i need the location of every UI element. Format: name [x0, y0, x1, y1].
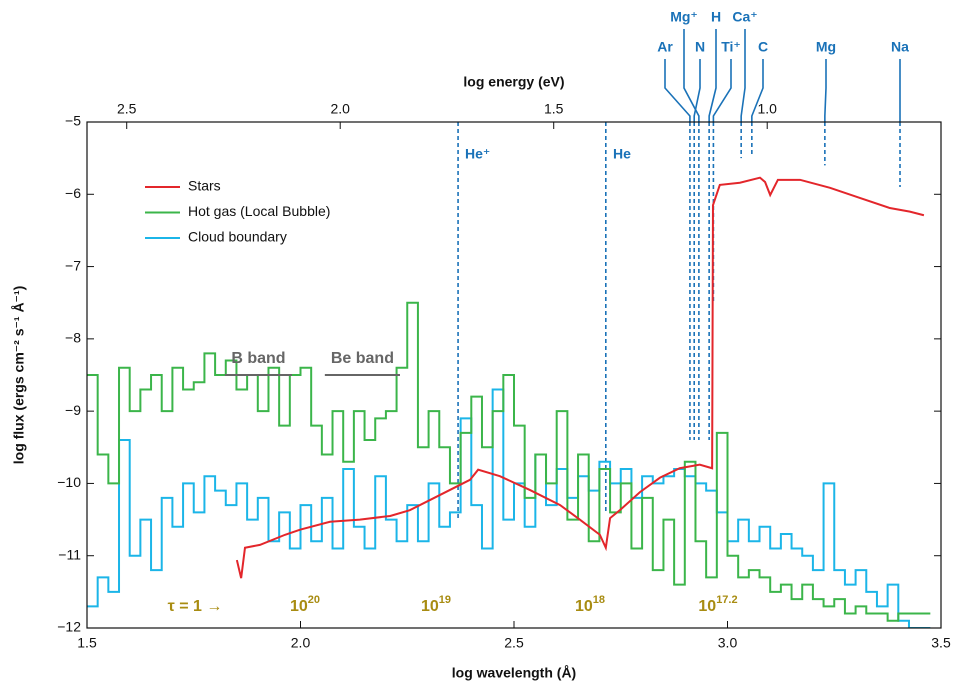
leader-line: [751, 59, 764, 122]
legend-label: Stars: [188, 178, 221, 194]
y-tick-label: −7: [65, 257, 81, 273]
x2-tick-label: 2.5: [117, 101, 137, 117]
optical-depth-base: 10: [575, 598, 593, 615]
spectral-line-label: H: [711, 9, 721, 25]
y-tick-label: −11: [58, 546, 81, 562]
leader-line: [708, 29, 717, 122]
optical-depth-base: 10: [290, 598, 308, 615]
optical-depth-exp: 17.2: [716, 594, 737, 606]
optical-depth-base: 10: [698, 598, 716, 615]
x-tick-label: 2.0: [291, 635, 311, 651]
series-line: [235, 176, 925, 579]
y-tick-label: −9: [65, 402, 81, 418]
spectral-line-label: Na: [891, 39, 909, 55]
optical-depth-label: 1018: [575, 594, 605, 615]
x-axis-title: log wavelength (Å): [452, 665, 576, 681]
series-line: [87, 388, 931, 628]
spectral-line-label: Mg: [816, 39, 836, 55]
x-tick-label: 3.5: [931, 635, 951, 651]
x-tick-label: 2.5: [504, 635, 524, 651]
leader-line: [740, 29, 746, 122]
spectral-line-label: He⁺: [465, 146, 490, 162]
leader-line: [824, 59, 827, 122]
optical-depth-label: τ = 1 →: [168, 598, 223, 615]
leader-line: [664, 59, 691, 122]
leader-line: [693, 59, 701, 122]
leader-line: [712, 59, 732, 122]
optical-depth-exp: 20: [308, 594, 320, 606]
spectral-line-label: Ca⁺: [732, 9, 757, 25]
y-tick-label: −8: [65, 330, 81, 346]
optical-depth-label: 1020: [290, 594, 320, 615]
y-tick-label: −12: [57, 619, 81, 635]
optical-depth-label: 1017.2: [698, 594, 737, 615]
optical-depth-exp: 19: [439, 594, 451, 606]
y-tick-label: −5: [65, 113, 81, 129]
x2-tick-label: 2.0: [330, 101, 350, 117]
legend-label: Cloud boundary: [188, 229, 287, 245]
optical-depth-base: 10: [421, 598, 439, 615]
leader-line: [683, 29, 700, 122]
y-tick-label: −6: [65, 185, 81, 201]
x2-tick-label: 1.0: [757, 101, 777, 117]
band-label: Be band: [331, 350, 394, 367]
spectral-line-label: Ar: [657, 39, 673, 55]
plot-frame: [86, 121, 942, 629]
spectral-line-label: He: [613, 146, 631, 162]
spectral-line-label: C: [758, 39, 768, 55]
optical-depth-text: τ = 1 →: [168, 598, 223, 615]
x2-tick-label: 1.5: [544, 101, 564, 117]
band-label: B band: [231, 350, 285, 367]
spectral-line-label: Ti⁺: [721, 39, 741, 55]
y-tick-label: −10: [57, 474, 81, 490]
spectral-line-label: N: [695, 39, 705, 55]
x-tick-label: 3.0: [718, 635, 738, 651]
series-line: [87, 301, 931, 622]
plot-area: [87, 176, 931, 628]
x2-axis-title: log energy (eV): [463, 74, 564, 90]
spectral-line-label: Mg⁺: [670, 9, 698, 25]
optical-depth-label: 1019: [421, 594, 451, 615]
optical-depth-exp: 18: [593, 594, 605, 606]
legend-label: Hot gas (Local Bubble): [188, 203, 330, 219]
x-tick-label: 1.5: [77, 635, 97, 651]
y-axis-title: log flux (ergs cm⁻² s⁻¹ Å⁻¹): [11, 286, 27, 465]
